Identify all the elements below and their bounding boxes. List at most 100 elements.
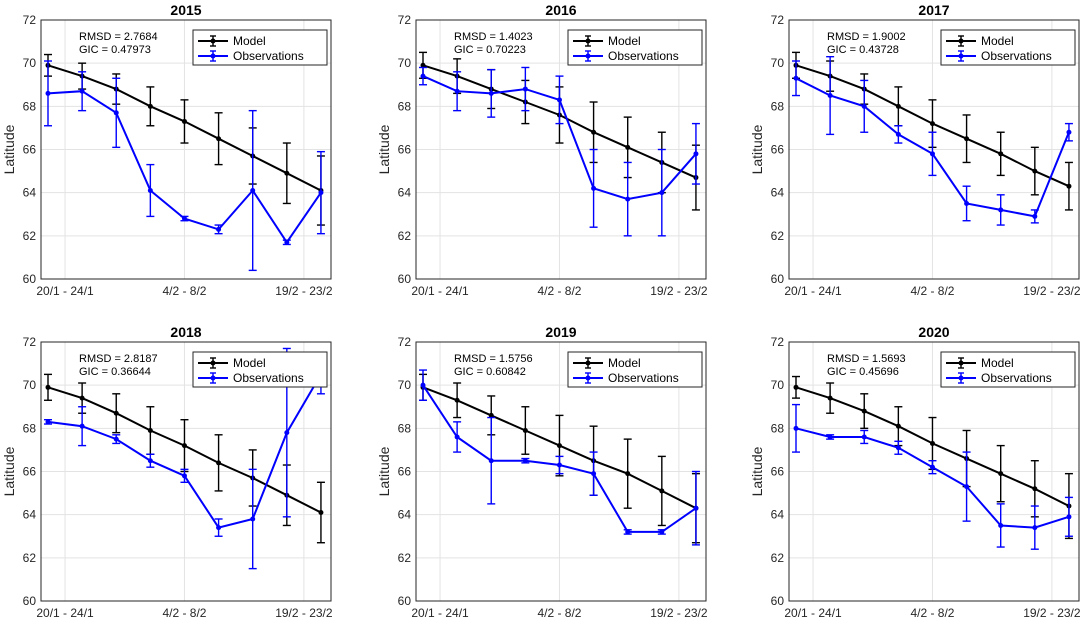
y-tick-label: 62 [398, 551, 412, 565]
y-tick-label: 72 [23, 335, 37, 349]
y-tick-label: 64 [398, 186, 412, 200]
data-point [895, 131, 901, 137]
data-point [659, 488, 665, 494]
data-point [113, 110, 119, 116]
legend-label-model: Model [981, 34, 1014, 48]
data-point [420, 382, 426, 388]
data-point [861, 408, 867, 414]
legend-label-model: Model [233, 34, 266, 48]
y-tick-label: 70 [23, 56, 37, 70]
y-tick-label: 72 [398, 13, 412, 27]
data-point [181, 216, 187, 222]
data-point [216, 525, 222, 531]
subplot-2017: 60 62 64 66 68 70 72 20/1 - 24/1 4/2 - 8/2 19/2 -… [749, 2, 1081, 298]
x-tick-label: 19/2 - 23/2 [275, 284, 333, 298]
axes-box [40, 341, 332, 602]
data-point [895, 423, 901, 429]
subplot-2019: 60 62 64 66 68 70 72 20/1 - 24/1 4/2 - 8/2 19/2 -… [376, 324, 708, 620]
y-tick-label: 70 [771, 56, 785, 70]
data-point [625, 196, 631, 202]
data-point [488, 458, 494, 464]
y-tick-label: 68 [771, 421, 785, 435]
chart-title: 2020 [918, 324, 949, 340]
x-tick-label: 4/2 - 8/2 [162, 606, 206, 620]
data-point [181, 443, 187, 449]
y-tick-label: 64 [771, 186, 785, 200]
legend-label-observations: Observations [608, 371, 679, 385]
data-point [250, 516, 256, 522]
x-tick-label: 4/2 - 8/2 [162, 284, 206, 298]
chart-title: 2015 [170, 2, 201, 18]
y-tick-label: 66 [398, 465, 412, 479]
data-point [147, 188, 153, 194]
x-tick-label: 19/2 - 23/2 [1023, 284, 1081, 298]
data-point [659, 190, 665, 196]
data-point [625, 471, 631, 477]
y-tick-label: 70 [23, 378, 37, 392]
y-tick-label: 60 [398, 594, 412, 608]
x-tick-label: 4/2 - 8/2 [910, 606, 954, 620]
data-point [556, 462, 562, 468]
data-point [591, 129, 597, 135]
y-axis-label: Latitude [749, 446, 765, 496]
subplot-2015: 60 62 64 66 68 70 72 20/1 - 24/1 4/2 - 8/2 19/2 -… [1, 2, 333, 298]
legend-label-observations: Observations [233, 371, 304, 385]
data-point [591, 471, 597, 477]
y-tick-label: 68 [398, 421, 412, 435]
subplot-2018: 60 62 64 66 68 70 72 20/1 - 24/1 4/2 - 8/2 19/2 -… [1, 324, 333, 620]
legend-label-observations: Observations [981, 371, 1052, 385]
data-point [693, 505, 699, 511]
y-tick-label: 64 [398, 508, 412, 522]
gic-annotation: GIC = 0.45696 [827, 366, 899, 378]
rmsd-annotation: RMSD = 2.7684 [79, 31, 158, 43]
gic-annotation: GIC = 0.36644 [79, 366, 151, 378]
y-axis-label: Latitude [376, 446, 392, 496]
data-point [45, 90, 51, 96]
x-tick-label: 20/1 - 24/1 [36, 284, 94, 298]
axes-box [788, 341, 1080, 602]
data-point [488, 412, 494, 418]
data-point [1032, 486, 1038, 492]
data-point [79, 88, 85, 94]
y-tick-label: 64 [771, 508, 785, 522]
data-point [964, 136, 970, 142]
data-point [284, 170, 290, 176]
data-point [420, 62, 426, 68]
gic-annotation: GIC = 0.43728 [827, 44, 899, 56]
axes-box [788, 19, 1080, 280]
chart-title: 2019 [545, 324, 576, 340]
y-tick-label: 68 [398, 99, 412, 113]
y-tick-label: 62 [771, 551, 785, 565]
data-point [998, 471, 1004, 477]
data-point [284, 430, 290, 436]
data-point [998, 522, 1004, 528]
data-point [216, 460, 222, 466]
y-axis-label: Latitude [376, 124, 392, 174]
legend-swatch-marker [958, 360, 964, 366]
data-point [147, 458, 153, 464]
legend-swatch-marker [210, 360, 216, 366]
data-point [1032, 213, 1038, 219]
data-point [998, 151, 1004, 157]
y-tick-label: 62 [398, 229, 412, 243]
y-tick-label: 64 [23, 508, 37, 522]
data-point [1066, 183, 1072, 189]
data-point [929, 121, 935, 127]
legend-label-model: Model [608, 356, 641, 370]
y-tick-label: 66 [771, 465, 785, 479]
data-point [827, 395, 833, 401]
y-tick-label: 68 [771, 99, 785, 113]
y-tick-label: 66 [771, 143, 785, 157]
legend-label-model: Model [233, 356, 266, 370]
data-point [216, 226, 222, 232]
rmsd-annotation: RMSD = 1.9002 [827, 31, 906, 43]
y-tick-label: 60 [23, 594, 37, 608]
x-tick-label: 20/1 - 24/1 [411, 606, 469, 620]
data-point [420, 73, 426, 79]
data-point [998, 207, 1004, 213]
data-point [181, 473, 187, 479]
data-point [793, 425, 799, 431]
x-tick-label: 19/2 - 23/2 [275, 606, 333, 620]
data-point [591, 185, 597, 191]
